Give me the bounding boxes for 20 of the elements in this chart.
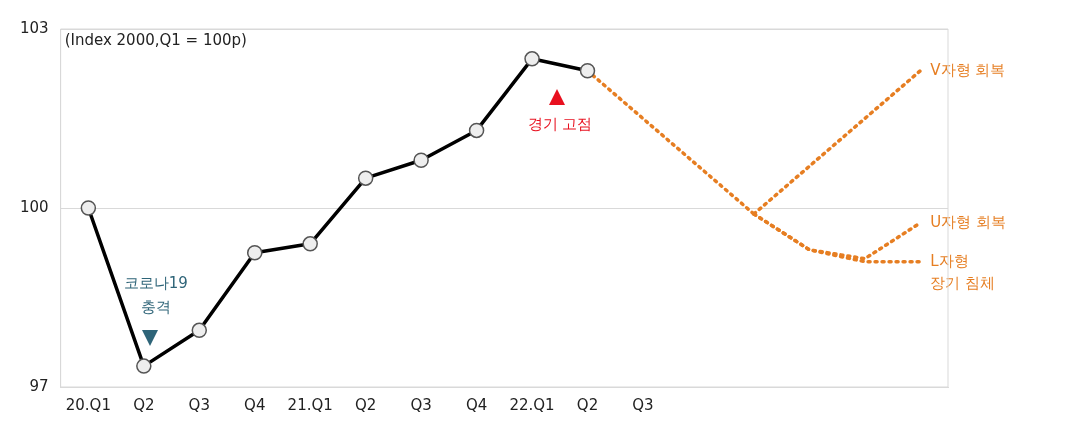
x-tick-label: 20.Q1 xyxy=(65,395,111,414)
x-tick-label: Q4 xyxy=(465,395,488,414)
annotation: (Index 2000,Q1 = 100p) xyxy=(64,30,247,49)
x-tick-label: Q3 xyxy=(188,395,210,414)
series-label: V자형 회복 xyxy=(930,60,1006,79)
y-tick-label: 103 xyxy=(19,18,49,37)
series-label: U자형 회복 xyxy=(930,212,1007,231)
y-tick-label: 97 xyxy=(29,376,49,395)
x-tick-label: Q3 xyxy=(410,395,432,414)
annotation: 코로나19 충격 xyxy=(123,274,188,317)
y-tick-label: 100 xyxy=(19,197,49,216)
series-label: L자형 장기 침체 xyxy=(930,251,996,292)
annotation: 경기 고점 xyxy=(527,114,593,133)
x-tick-label: 21.Q1 xyxy=(287,395,333,414)
x-tick-label: Q4 xyxy=(244,395,266,414)
x-tick-label: Q2 xyxy=(354,395,377,414)
x-tick-label: Q2 xyxy=(576,395,599,414)
x-tick-label: 22.Q1 xyxy=(509,395,555,414)
x-tick-label: Q3 xyxy=(632,395,654,414)
x-tick-label: Q2 xyxy=(133,395,155,414)
